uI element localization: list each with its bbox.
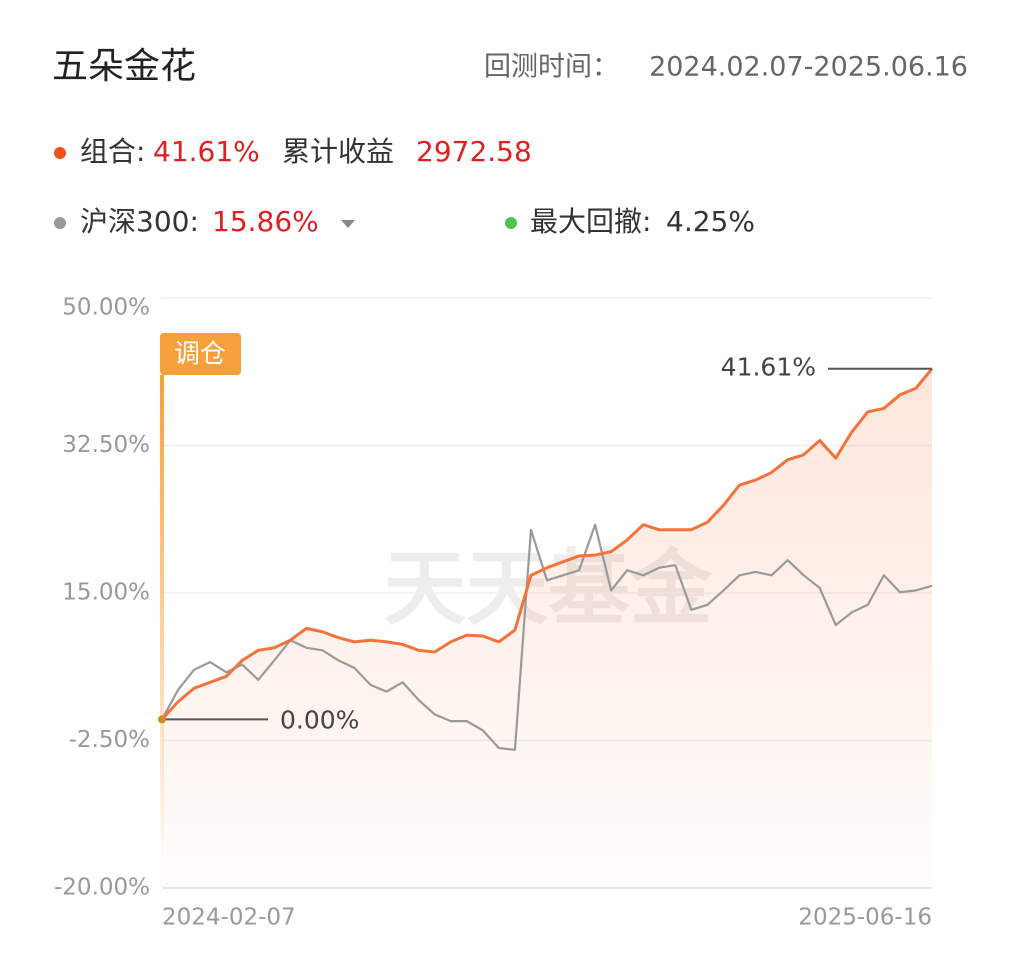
x-tick-label: 2025-06-16 <box>798 905 932 931</box>
area <box>162 368 932 889</box>
rebalance-badge <box>160 333 241 375</box>
title: 五朵金花 <box>52 46 196 87</box>
legend-value: 15.86% <box>212 205 319 238</box>
y-tick-label: 50.00% <box>62 295 150 321</box>
rebalance-label: 调仓 <box>174 340 226 370</box>
x-tick-label: 2024-02-07 <box>162 905 296 931</box>
y-tick-label: 32.50% <box>62 432 150 458</box>
stat-value: 2972.58 <box>416 135 532 168</box>
y-tick-label: -20.00% <box>54 875 150 901</box>
y-tick-label: 15.00% <box>62 580 150 606</box>
y-tick-label: -2.50% <box>69 727 150 753</box>
rebalance-line <box>160 375 164 865</box>
stat-value: 4.25% <box>666 205 755 238</box>
legend-label: 组合: <box>80 135 145 168</box>
start-dot <box>158 715 166 724</box>
legend-dot <box>54 217 66 229</box>
legend-value: 41.61% <box>153 135 260 168</box>
dropdown-arrow[interactable] <box>341 220 355 228</box>
period-label: 回测时间： <box>484 52 619 83</box>
series-line <box>160 367 934 721</box>
period: 2024.02.07-2025.06.16 <box>649 52 968 83</box>
stat-label: 最大回撤: <box>530 205 651 238</box>
start-annotation: 0.00% <box>280 705 359 734</box>
stat-label: 累计收益 <box>282 135 394 168</box>
end-annotation: 41.61% <box>721 353 816 382</box>
legend-dot <box>54 147 66 159</box>
legend-label: 沪深300: <box>80 205 199 238</box>
legend-dot <box>505 217 517 229</box>
